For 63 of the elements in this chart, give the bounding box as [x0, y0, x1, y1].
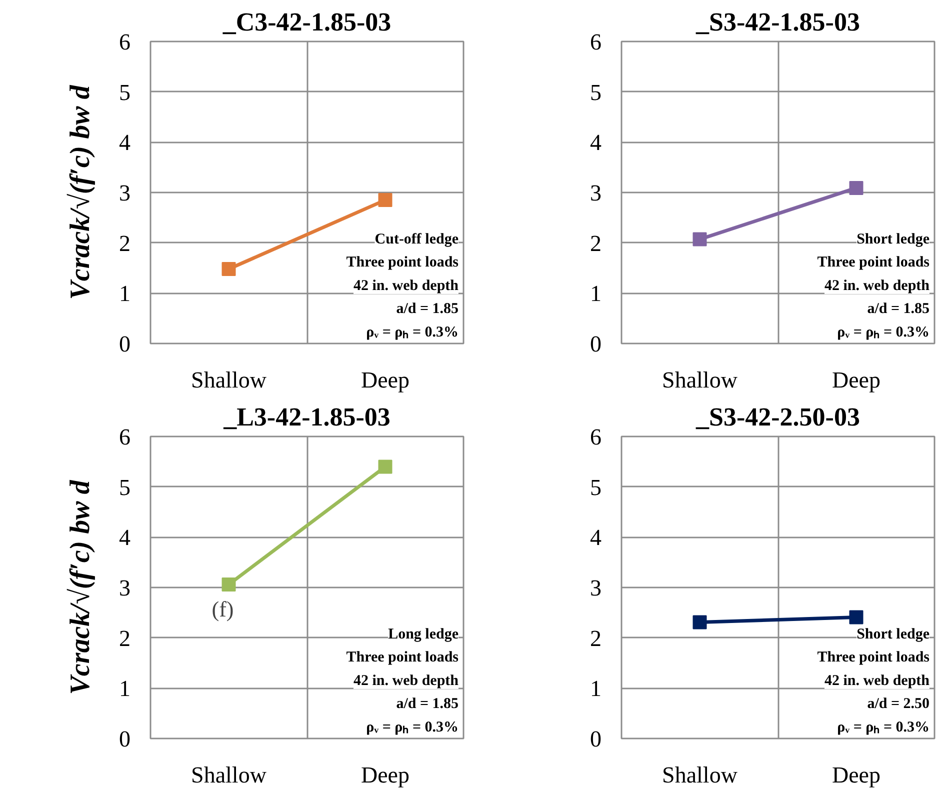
y-tick-label: 0 — [590, 332, 602, 356]
chart-title: _C3-42-1.85-03 — [222, 8, 392, 36]
annotation: a/d = 1.85 — [396, 301, 459, 318]
y-tick-label: 6 — [119, 30, 130, 54]
annotation: Three point loads — [817, 254, 930, 271]
y-axis-title: Vcrack/√(f′c) bw d — [65, 479, 96, 695]
x-tick-label: Deep — [360, 762, 410, 788]
annotation: ρᵥ = ρₕ = 0.3% — [837, 719, 930, 736]
annotation: Short ledge — [856, 626, 930, 642]
y-tick-label: 5 — [119, 80, 130, 105]
annotation: Cut-off ledge — [374, 231, 459, 248]
x-tick-label: Deep — [360, 368, 410, 392]
y-tick-label: 3 — [590, 576, 602, 600]
chart-title: _L3-42-1.85-03 — [222, 402, 390, 432]
annotation: Long ledge — [388, 626, 459, 642]
annotation: ρᵥ = ρₕ = 0.3% — [366, 324, 458, 340]
annotation: 42 in. web depth — [824, 278, 930, 294]
x-tick-label: Shallow — [191, 368, 267, 392]
y-tick-label: 5 — [590, 80, 602, 105]
y-tick-label: 2 — [119, 230, 130, 256]
annotation: Three point loads — [817, 650, 930, 666]
annotation: 42 in. web depth — [824, 672, 930, 689]
y-tick-label: 2 — [590, 626, 602, 651]
y-tick-label: 6 — [590, 30, 602, 54]
y-tick-label: 4 — [590, 525, 602, 550]
y-tick-label: 4 — [119, 525, 131, 550]
annotation: a/d = 2.50 — [867, 696, 930, 712]
y-tick-label: 1 — [119, 281, 130, 306]
annotation: Three point loads — [346, 254, 459, 271]
y-tick-label: 0 — [119, 726, 130, 752]
annotation: (f) — [212, 596, 234, 622]
annotation: 42 in. web depth — [353, 672, 460, 689]
annotation: 42 in. web depth — [353, 278, 460, 294]
x-tick-label: Shallow — [662, 368, 738, 392]
chart-title: _S3-42-1.85-03 — [695, 8, 860, 36]
y-tick-label: 1 — [119, 676, 130, 702]
x-tick-label: Deep — [832, 368, 881, 392]
annotation: Short ledge — [856, 231, 930, 248]
x-tick-label: Shallow — [662, 762, 738, 788]
chart-title: _S3-42-2.50-03 — [695, 402, 860, 432]
y-tick-label: 6 — [119, 424, 130, 450]
y-tick-label: 5 — [119, 474, 130, 500]
y-tick-label: 3 — [119, 576, 130, 600]
annotation: a/d = 1.85 — [396, 696, 459, 712]
y-tick-label: 1 — [590, 281, 602, 306]
y-axis-title: Vcrack/√(f′c) bw d — [65, 84, 96, 300]
y-tick-label: 3 — [590, 180, 602, 206]
y-tick-label: 3 — [119, 180, 130, 206]
annotation: ρᵥ = ρₕ = 0.3% — [366, 719, 458, 736]
y-tick-label: 0 — [119, 332, 130, 356]
annotation: a/d = 1.85 — [867, 301, 930, 318]
y-tick-label: 1 — [590, 676, 602, 702]
y-tick-label: 2 — [119, 626, 130, 651]
y-tick-label: 2 — [590, 230, 602, 256]
y-tick-label: 5 — [590, 474, 602, 500]
y-tick-label: 4 — [119, 130, 131, 156]
annotation: Three point loads — [346, 650, 459, 666]
y-tick-label: 6 — [590, 424, 602, 450]
annotation: ρᵥ = ρₕ = 0.3% — [837, 324, 930, 340]
y-tick-label: 0 — [590, 726, 602, 752]
x-tick-label: Shallow — [191, 762, 267, 788]
x-tick-label: Deep — [832, 762, 881, 788]
y-tick-label: 4 — [590, 130, 602, 156]
